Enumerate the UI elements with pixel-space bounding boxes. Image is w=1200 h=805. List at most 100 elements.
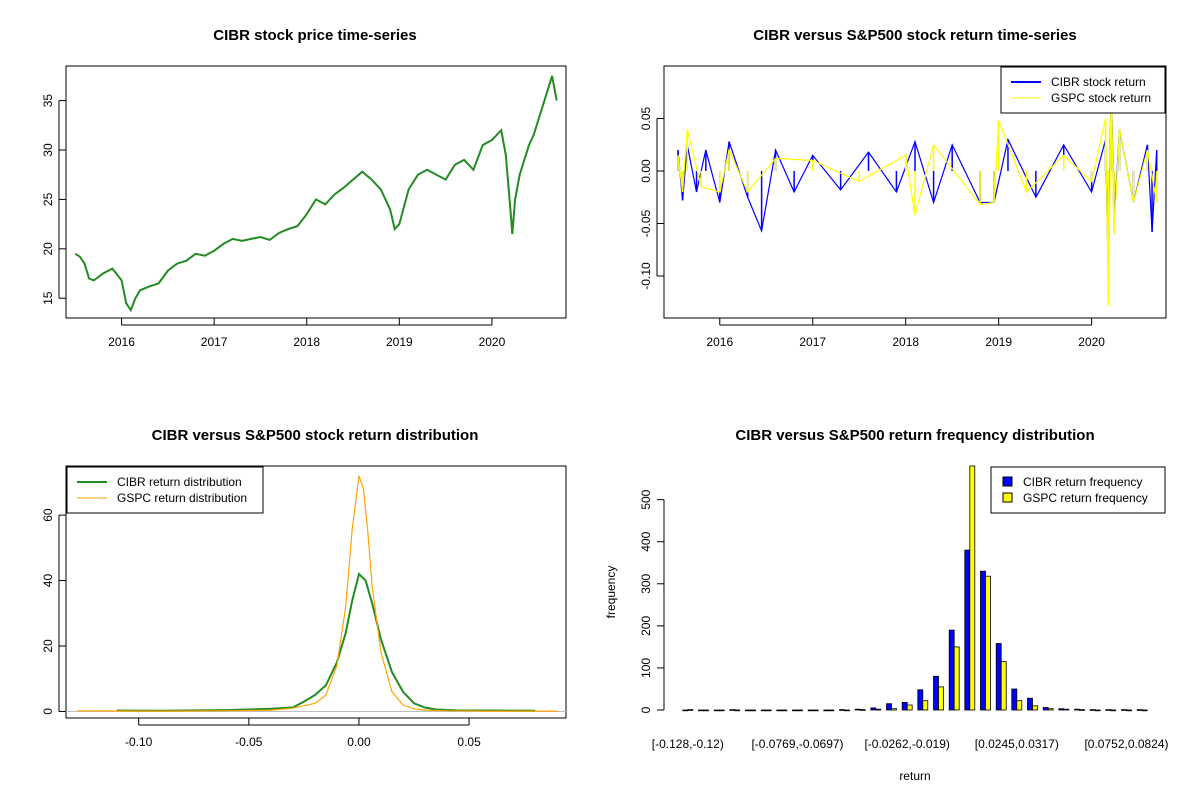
cibr-bar bbox=[980, 570, 986, 711]
legend-label: GSPC return distribution bbox=[117, 491, 247, 505]
y-tick-label: 0 bbox=[41, 708, 55, 715]
y-tick-label: 20 bbox=[41, 639, 55, 653]
y-tick-label: 25 bbox=[41, 192, 55, 206]
cibr-bar bbox=[964, 549, 971, 711]
x-tick-label: 0.05 bbox=[457, 735, 481, 749]
gspc-bar bbox=[718, 709, 725, 712]
y-tick-label: 0 bbox=[639, 706, 653, 713]
cibr-bar bbox=[948, 629, 955, 711]
plot-frame bbox=[65, 465, 567, 719]
gspc-bar bbox=[953, 646, 960, 711]
y-tick-label: 15 bbox=[41, 291, 55, 305]
gspc-bar bbox=[969, 465, 976, 711]
gspc-bar bbox=[844, 709, 850, 712]
cibr-bar bbox=[1042, 707, 1049, 711]
cibr-bar bbox=[901, 702, 908, 711]
legend-label: CIBR return frequency bbox=[1023, 475, 1142, 489]
gspc-bar bbox=[1000, 661, 1007, 711]
chart-title: CIBR stock price time-series bbox=[213, 27, 416, 44]
x-axis: -0.10 -0.05 0.00 0.05 bbox=[125, 718, 481, 749]
y-tick-label: 200 bbox=[639, 616, 653, 636]
cibr-bar bbox=[760, 709, 767, 712]
cibr-bar bbox=[917, 689, 924, 711]
y-tick-label: 0.00 bbox=[639, 159, 653, 183]
x-tick-label: [-0.0262,-0.019) bbox=[864, 737, 949, 751]
x-axis: 2016 2017 2018 2019 2020 bbox=[108, 318, 506, 349]
price-series-line bbox=[74, 75, 558, 313]
cibr-bar bbox=[995, 643, 1002, 711]
legend-swatch bbox=[1002, 492, 1013, 503]
gspc-bar bbox=[906, 704, 913, 711]
y-tick-label: 30 bbox=[41, 143, 55, 157]
y-tick-label: -0.10 bbox=[639, 262, 653, 290]
legend-box bbox=[1000, 66, 1166, 114]
y-axis: -0.10 -0.05 0.00 0.05 bbox=[639, 106, 664, 290]
cibr-bar bbox=[745, 709, 751, 712]
y-axis: 0 100 200 300 400 500 bbox=[639, 489, 665, 713]
gspc-bar bbox=[938, 686, 944, 711]
y-tick-label: 300 bbox=[639, 573, 653, 593]
x-tick-label: 2019 bbox=[386, 335, 413, 349]
cibr-bar bbox=[1027, 697, 1033, 711]
chart-title: CIBR versus S&P500 return frequency dist… bbox=[735, 427, 1094, 444]
gspc-bar bbox=[1079, 709, 1085, 711]
cibr-bar bbox=[886, 703, 892, 711]
cibr-bar bbox=[682, 709, 689, 712]
cibr-bar bbox=[807, 709, 814, 712]
legend: CIBR return distribution GSPC return dist… bbox=[66, 466, 264, 514]
cibr-bar bbox=[1136, 709, 1143, 711]
gspc-bar bbox=[1032, 705, 1038, 711]
legend-box bbox=[66, 466, 264, 514]
y-tick-label: 35 bbox=[41, 94, 55, 108]
cibr-bar bbox=[1074, 708, 1080, 711]
x-axis: 2016 2017 2018 2019 2020 bbox=[706, 318, 1105, 349]
gspc-bar bbox=[765, 709, 772, 712]
y-tick-label: 40 bbox=[41, 574, 55, 588]
gspc-bar bbox=[1063, 708, 1070, 711]
histogram-chart: CIBR versus S&P500 return frequency dist… bbox=[604, 427, 1169, 783]
x-tick-label: 2020 bbox=[1078, 335, 1105, 349]
gspc-bar bbox=[781, 709, 788, 712]
x-tick-label: 2018 bbox=[293, 335, 320, 349]
x-tick-label: [0.0752,0.0824) bbox=[1084, 737, 1168, 751]
x-tick-label: 2016 bbox=[706, 335, 733, 349]
gspc-bar bbox=[875, 708, 882, 711]
x-tick-label: -0.10 bbox=[125, 735, 153, 749]
gspc-bar bbox=[750, 709, 756, 712]
x-tick-label: 2017 bbox=[201, 335, 228, 349]
price-chart: CIBR stock price time-series 15 20 25 30 35 20… bbox=[41, 27, 567, 349]
y-axis: 15 20 25 30 35 bbox=[41, 94, 66, 305]
y-tick-label: 60 bbox=[41, 508, 55, 522]
gspc-bar bbox=[687, 709, 694, 711]
gspc-bar bbox=[703, 709, 709, 712]
cibr-bar bbox=[776, 709, 783, 712]
cibr-bar bbox=[698, 709, 704, 712]
legend-label: GSPC return frequency bbox=[1023, 491, 1148, 505]
gspc-bar bbox=[812, 709, 819, 712]
y-tick-label: 100 bbox=[639, 658, 653, 678]
returns-chart: CIBR versus S&P500 stock return time-ser… bbox=[639, 27, 1167, 349]
cibr-bar bbox=[1089, 709, 1096, 711]
gspc-bar bbox=[1016, 700, 1023, 711]
cibr-bar bbox=[729, 709, 736, 711]
legend-box bbox=[990, 466, 1166, 514]
y-tick-label: 400 bbox=[639, 531, 653, 551]
y-tick-label: 0.05 bbox=[639, 106, 653, 130]
gspc-bar bbox=[922, 700, 929, 711]
x-tick-label: [0.0245,0.0317) bbox=[975, 737, 1059, 751]
cibr-bar bbox=[792, 709, 798, 712]
gspc-bar bbox=[859, 709, 866, 711]
legend-label: GSPC stock return bbox=[1051, 91, 1151, 105]
chart-title: CIBR versus S&P500 stock return time-ser… bbox=[753, 27, 1076, 44]
x-axis-label: return bbox=[899, 769, 930, 783]
gspc-bar bbox=[985, 575, 991, 711]
x-tick-label: 2017 bbox=[799, 335, 826, 349]
legend: CIBR stock return GSPC stock return bbox=[1000, 66, 1166, 114]
gspc-bar bbox=[891, 708, 897, 711]
x-tick-label: 0.00 bbox=[347, 735, 371, 749]
x-tick-label: 2020 bbox=[479, 335, 506, 349]
x-tick-label: [-0.0769,-0.0697) bbox=[751, 737, 843, 751]
gspc-return-series bbox=[677, 76, 1158, 306]
